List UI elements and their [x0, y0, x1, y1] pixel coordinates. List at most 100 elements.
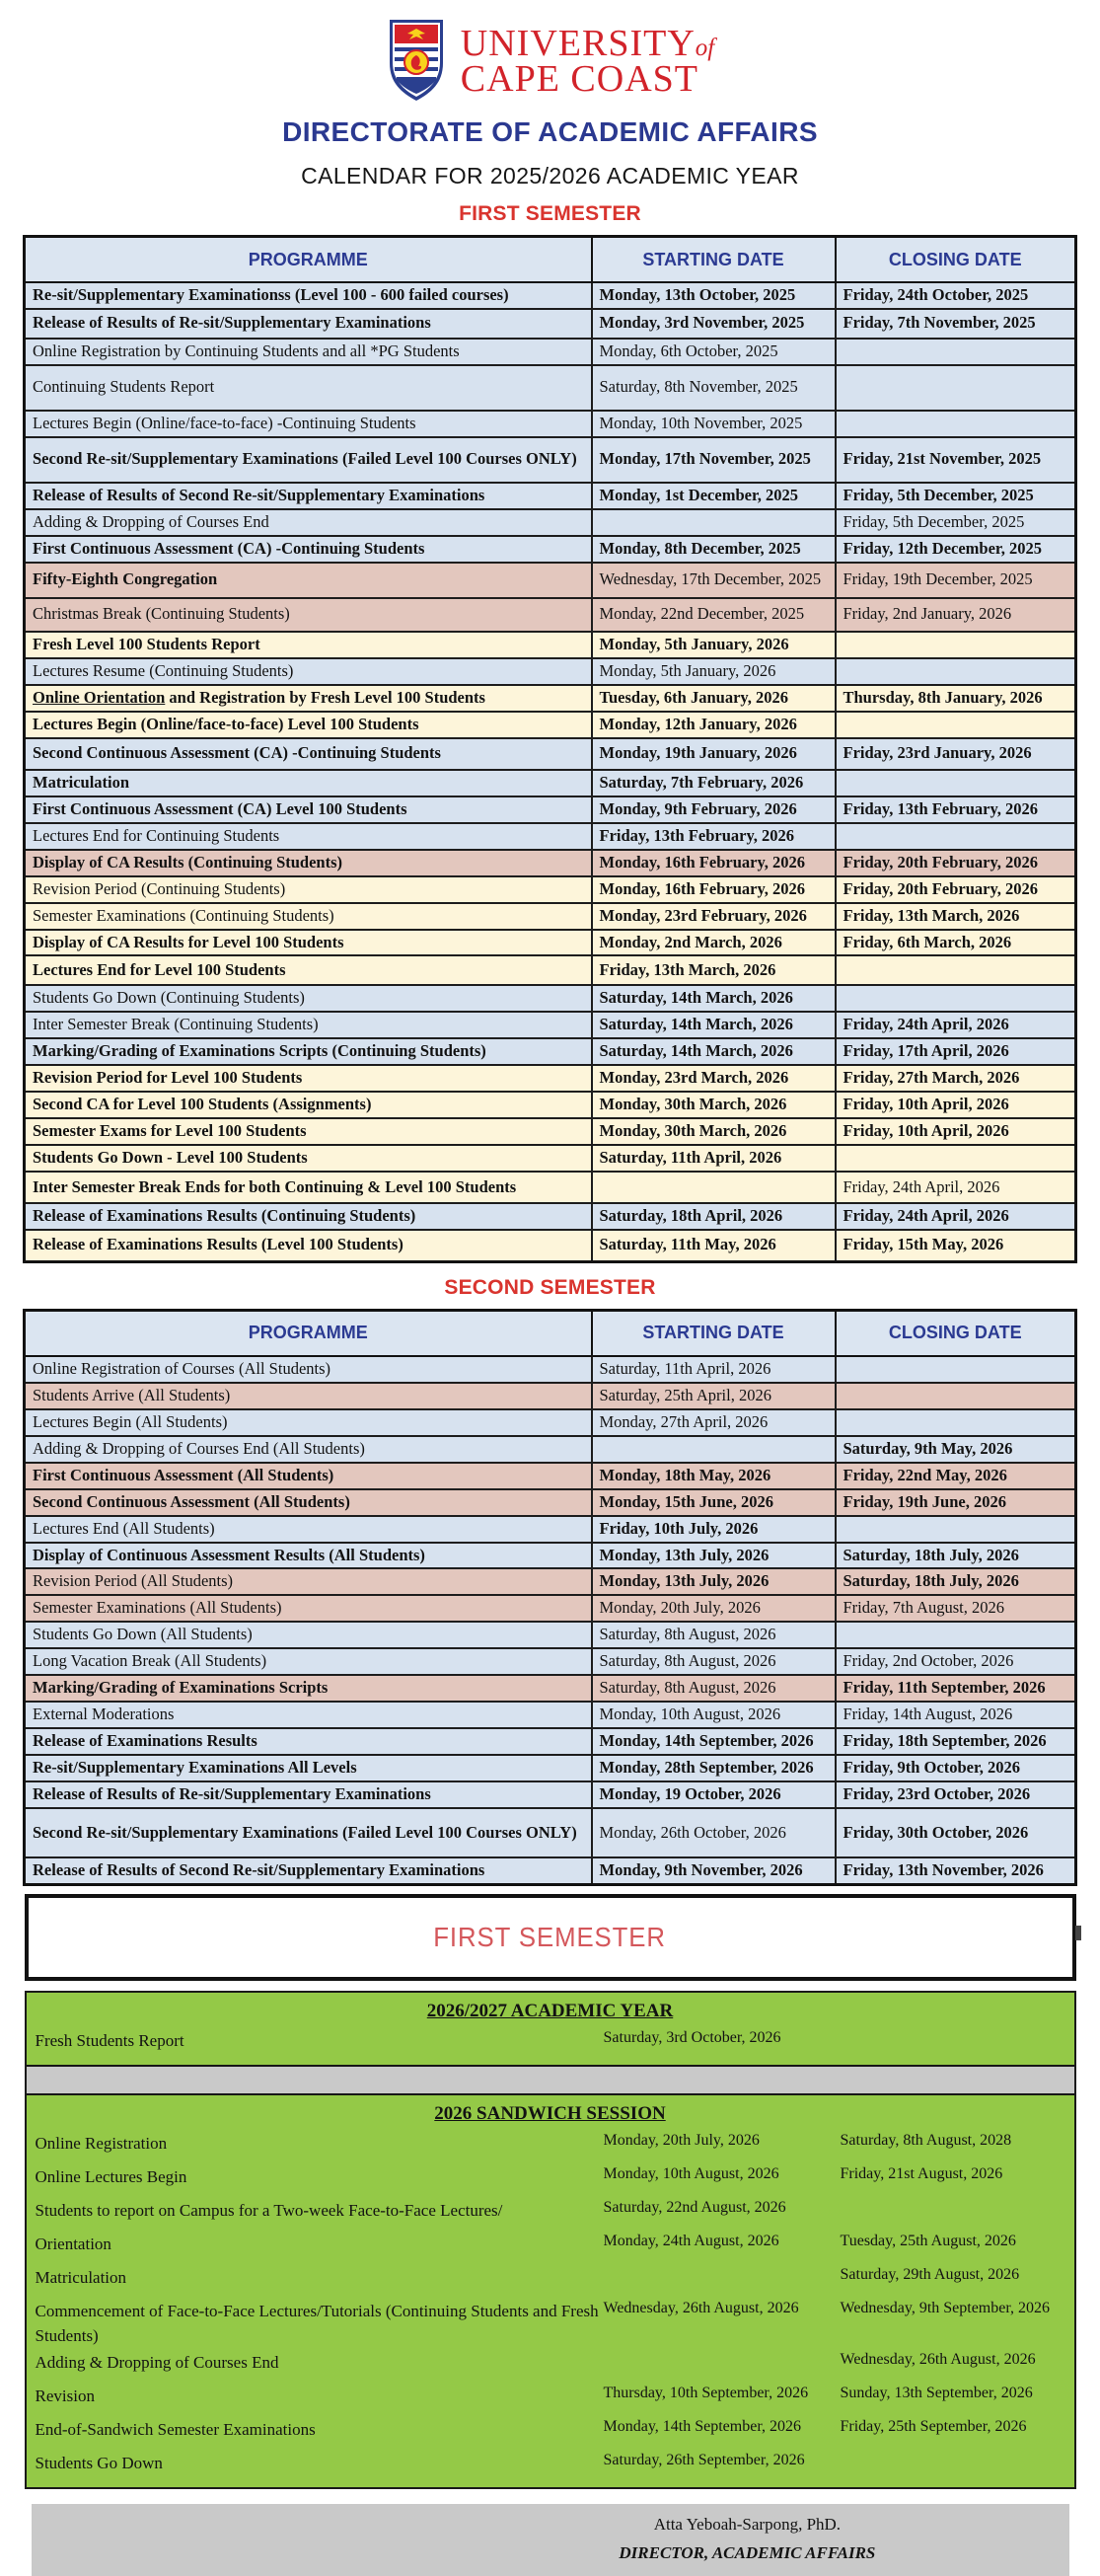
calendar-row: Inter Semester Break (Continuing Student… — [23, 1011, 1077, 1040]
first-semester-table: PROGRAMME STARTING DATE CLOSING DATE Re-sit… — [23, 235, 1077, 1263]
calendar-row: Display of CA Results (Continuing Studen… — [23, 848, 1077, 877]
second-semester-table: PROGRAMME STARTING DATE CLOSING DATE Online… — [23, 1308, 1077, 1887]
starting-date-cell: Saturday, 11th May, 2026 — [590, 1229, 837, 1263]
calendar-year-title: CALENDAR FOR 2025/2026 ACADEMIC YEAR — [301, 163, 799, 189]
programme-cell: Release of Examinations Results (Continu… — [23, 1202, 593, 1232]
starting-date-cell: Saturday, 22nd August, 2026 — [603, 2199, 786, 2217]
starting-date-cell — [590, 1171, 837, 1205]
starting-date-cell: Monday, 28th September, 2026 — [590, 1754, 837, 1783]
starting-date-cell: Monday, 27th April, 2026 — [590, 1407, 837, 1437]
calendar-row: Semester Examinations (All Students) Mond… — [23, 1594, 1077, 1624]
university-brand: UNIVERSITYof CAPE COAST — [0, 18, 1100, 105]
starting-date-cell: Monday, 10th August, 2026 — [590, 1701, 837, 1730]
closing-date-column-header: CLOSING DATE — [834, 235, 1077, 283]
closing-date-cell: Friday, 9th October, 2026 — [834, 1754, 1077, 1783]
directorate-title: DIRECTORATE OF ACADEMIC AFFAIRS — [282, 116, 818, 147]
calendar-row: Release of Examinations Results Monday, 1… — [23, 1727, 1077, 1757]
calendar-row: Release of Examinations Results (Continu… — [23, 1202, 1077, 1232]
closing-date-cell: Wednesday, 9th September, 2026 — [840, 2300, 1051, 2317]
programme-cell: Release of Results of Re-sit/Supplementa… — [23, 307, 593, 340]
section-row: Students to report on Campus for a Two-w… — [27, 2196, 1074, 2230]
programme-cell: External Moderations — [23, 1701, 593, 1730]
calendar-row: Online Orientation and Registration by F… — [23, 683, 1077, 713]
closing-date-cell: Friday, 6th March, 2026 — [834, 928, 1077, 957]
starting-date-cell: Monday, 23rd February, 2026 — [590, 901, 837, 931]
calendar-row: Semester Exams for Level 100 Students Mon… — [23, 1117, 1077, 1147]
starting-date-cell: Monday, 17th November, 2025 — [590, 435, 837, 484]
calendar-row: Adding & Dropping of Courses End Friday, … — [23, 507, 1077, 537]
calendar-row: Second Re-sit/Supplementary Examinations… — [23, 1807, 1077, 1859]
sandwich-session-2026-section: 2026 SANDWICH SESSION Online Registration… — [26, 2095, 1074, 2488]
programme-cell: Online Lectures Begin — [35, 2167, 187, 2187]
programme-cell: Second Re-sit/Supplementary Examinations… — [23, 1807, 593, 1859]
starting-date-cell: Monday, 10th November, 2025 — [590, 409, 837, 438]
closing-date-cell: Friday, 18th September, 2026 — [834, 1727, 1077, 1757]
starting-date-cell: Saturday, 8th August, 2026 — [590, 1647, 837, 1677]
starting-date-cell: Monday, 13th July, 2026 — [590, 1567, 837, 1597]
starting-date-cell: Wednesday, 26th August, 2026 — [603, 2300, 799, 2317]
closing-date-cell: Friday, 21st August, 2026 — [840, 2165, 1003, 2183]
calendar-row: Re-sit/Supplementary Examinations All Le… — [23, 1754, 1077, 1783]
closing-date-cell: Friday, 23rd January, 2026 — [834, 736, 1077, 771]
starting-date-cell: Monday, 10th August, 2026 — [603, 2165, 779, 2183]
programme-cell: Semester Examinations (Continuing Studen… — [23, 901, 593, 931]
programme-cell: Release of Results of Re-sit/Supplementa… — [23, 1780, 593, 1810]
programme-cell: End-of-Sandwich Semester Examinations — [35, 2420, 316, 2440]
starting-date-cell: Thursday, 10th September, 2026 — [603, 2385, 809, 2402]
calendar-row: First Continuous Assessment (CA) Level 1… — [23, 795, 1077, 824]
closing-date-cell: Friday, 22nd May, 2026 — [834, 1461, 1077, 1490]
starting-date-cell: Saturday, 11th April, 2026 — [590, 1354, 837, 1384]
programme-cell: Students Go Down - Level 100 Students — [23, 1144, 593, 1174]
programme-cell: Students Go Down (All Students) — [23, 1621, 593, 1650]
programme-cell: Fresh Students Report — [35, 2031, 184, 2051]
closing-date-cell: Sunday, 13th September, 2026 — [840, 2385, 1033, 2402]
closing-date-cell — [834, 1621, 1077, 1650]
programme-cell: Release of Examinations Results — [23, 1727, 593, 1757]
starting-date-cell: Monday, 24th August, 2026 — [603, 2233, 779, 2250]
calendar-row: Semester Examinations (Continuing Studen… — [23, 901, 1077, 931]
starting-date-cell: Monday, 2nd March, 2026 — [590, 928, 837, 957]
starting-date-cell: Monday, 14th September, 2026 — [590, 1727, 837, 1757]
closing-date-cell: Friday, 17th April, 2026 — [834, 1037, 1077, 1067]
closing-date-cell: Friday, 19th June, 2026 — [834, 1487, 1077, 1517]
programme-cell: Orientation — [35, 2235, 111, 2254]
section-row: Orientation Monday, 24th August, 2026 Tues… — [27, 2230, 1074, 2263]
starting-date-cell: Monday, 15th June, 2026 — [590, 1487, 837, 1517]
calendar-row: Second Continuous Assessment (CA) -Conti… — [23, 736, 1077, 771]
programme-cell: Display of CA Results for Level 100 Stud… — [23, 928, 593, 957]
closing-date-cell — [834, 1354, 1077, 1384]
programme-cell: Online Orientation and Registration by F… — [23, 683, 593, 713]
programme-cell: Lectures Begin (Online/face-to-face) -Co… — [23, 409, 593, 438]
closing-date-cell: Friday, 14th August, 2026 — [834, 1701, 1077, 1730]
closing-date-cell: Friday, 24th April, 2026 — [834, 1171, 1077, 1205]
programme-cell: Semester Examinations (All Students) — [23, 1594, 593, 1624]
starting-date-cell: Monday, 13th October, 2025 — [590, 281, 837, 310]
programme-cell: Commencement of Face-to-Face Lectures/Tu… — [35, 2302, 599, 2345]
programme-cell: Lectures End (All Students) — [23, 1514, 593, 1544]
programme-cell: Revision Period for Level 100 Students — [23, 1064, 593, 1094]
calendar-row: First Continuous Assessment (CA) -Contin… — [23, 534, 1077, 564]
table-header-row: PROGRAMME STARTING DATE CLOSING DATE — [23, 1309, 1077, 1357]
calendar-row: Revision Period for Level 100 Students Mo… — [23, 1064, 1077, 1094]
divider-box-label: FIRST SEMESTER — [433, 1922, 667, 1953]
starting-date-cell — [590, 1434, 837, 1464]
starting-date-cell: Saturday, 7th February, 2026 — [590, 768, 837, 797]
programme-cell: Matriculation — [23, 768, 593, 797]
closing-date-cell: Friday, 23rd October, 2026 — [834, 1780, 1077, 1810]
closing-date-cell: Wednesday, 26th August, 2026 — [840, 2351, 1036, 2369]
section-row: Matriculation Saturday, 29th August, 2026 — [27, 2263, 1074, 2297]
starting-date-cell: Monday, 9th November, 2026 — [590, 1856, 837, 1886]
starting-date-cell: Saturday, 8th November, 2025 — [590, 363, 837, 412]
section-row: Online Registration Monday, 20th July, 20… — [27, 2129, 1074, 2162]
programme-cell: Lectures Resume (Continuing Students) — [23, 656, 593, 686]
closing-date-cell — [834, 1514, 1077, 1544]
closing-date-cell: Saturday, 8th August, 2028 — [840, 2132, 1012, 2150]
first-semester-heading: FIRST SEMESTER — [459, 202, 641, 225]
calendar-row: Lectures End for Continuing Students Frid… — [23, 821, 1077, 851]
programme-cell: Semester Exams for Level 100 Students — [23, 1117, 593, 1147]
programme-cell: First Continuous Assessment (All Student… — [23, 1461, 593, 1490]
programme-cell: Online Registration — [35, 2134, 168, 2154]
calendar-row: Students Arrive (All Students) Saturday, … — [23, 1381, 1077, 1410]
calendar-row: Release of Results of Second Re-sit/Supp… — [23, 1856, 1077, 1886]
scroll-notch — [1074, 1926, 1081, 1941]
